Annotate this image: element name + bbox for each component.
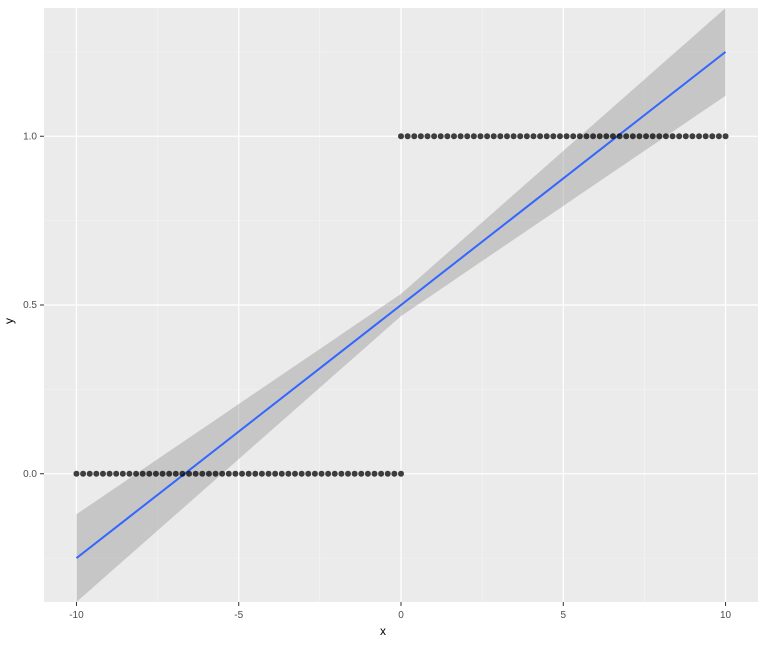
svg-text:0: 0 bbox=[398, 610, 404, 621]
svg-text:5: 5 bbox=[560, 610, 566, 621]
chart-svg: -10 -5 0 5 10 0.0 0.5 1.0 bbox=[0, 0, 766, 642]
svg-text:1.0: 1.0 bbox=[23, 131, 37, 142]
svg-text:0.5: 0.5 bbox=[23, 300, 37, 311]
scatter-lm-chart: y x -10 -5 0 5 10 0.0 0.5 1.0 bbox=[0, 0, 766, 642]
svg-text:10: 10 bbox=[720, 610, 732, 621]
svg-text:-5: -5 bbox=[234, 610, 243, 621]
y-axis-title: y bbox=[2, 318, 16, 324]
svg-text:-10: -10 bbox=[69, 610, 84, 621]
x-axis-title: x bbox=[380, 624, 386, 638]
svg-text:0.0: 0.0 bbox=[23, 469, 37, 480]
